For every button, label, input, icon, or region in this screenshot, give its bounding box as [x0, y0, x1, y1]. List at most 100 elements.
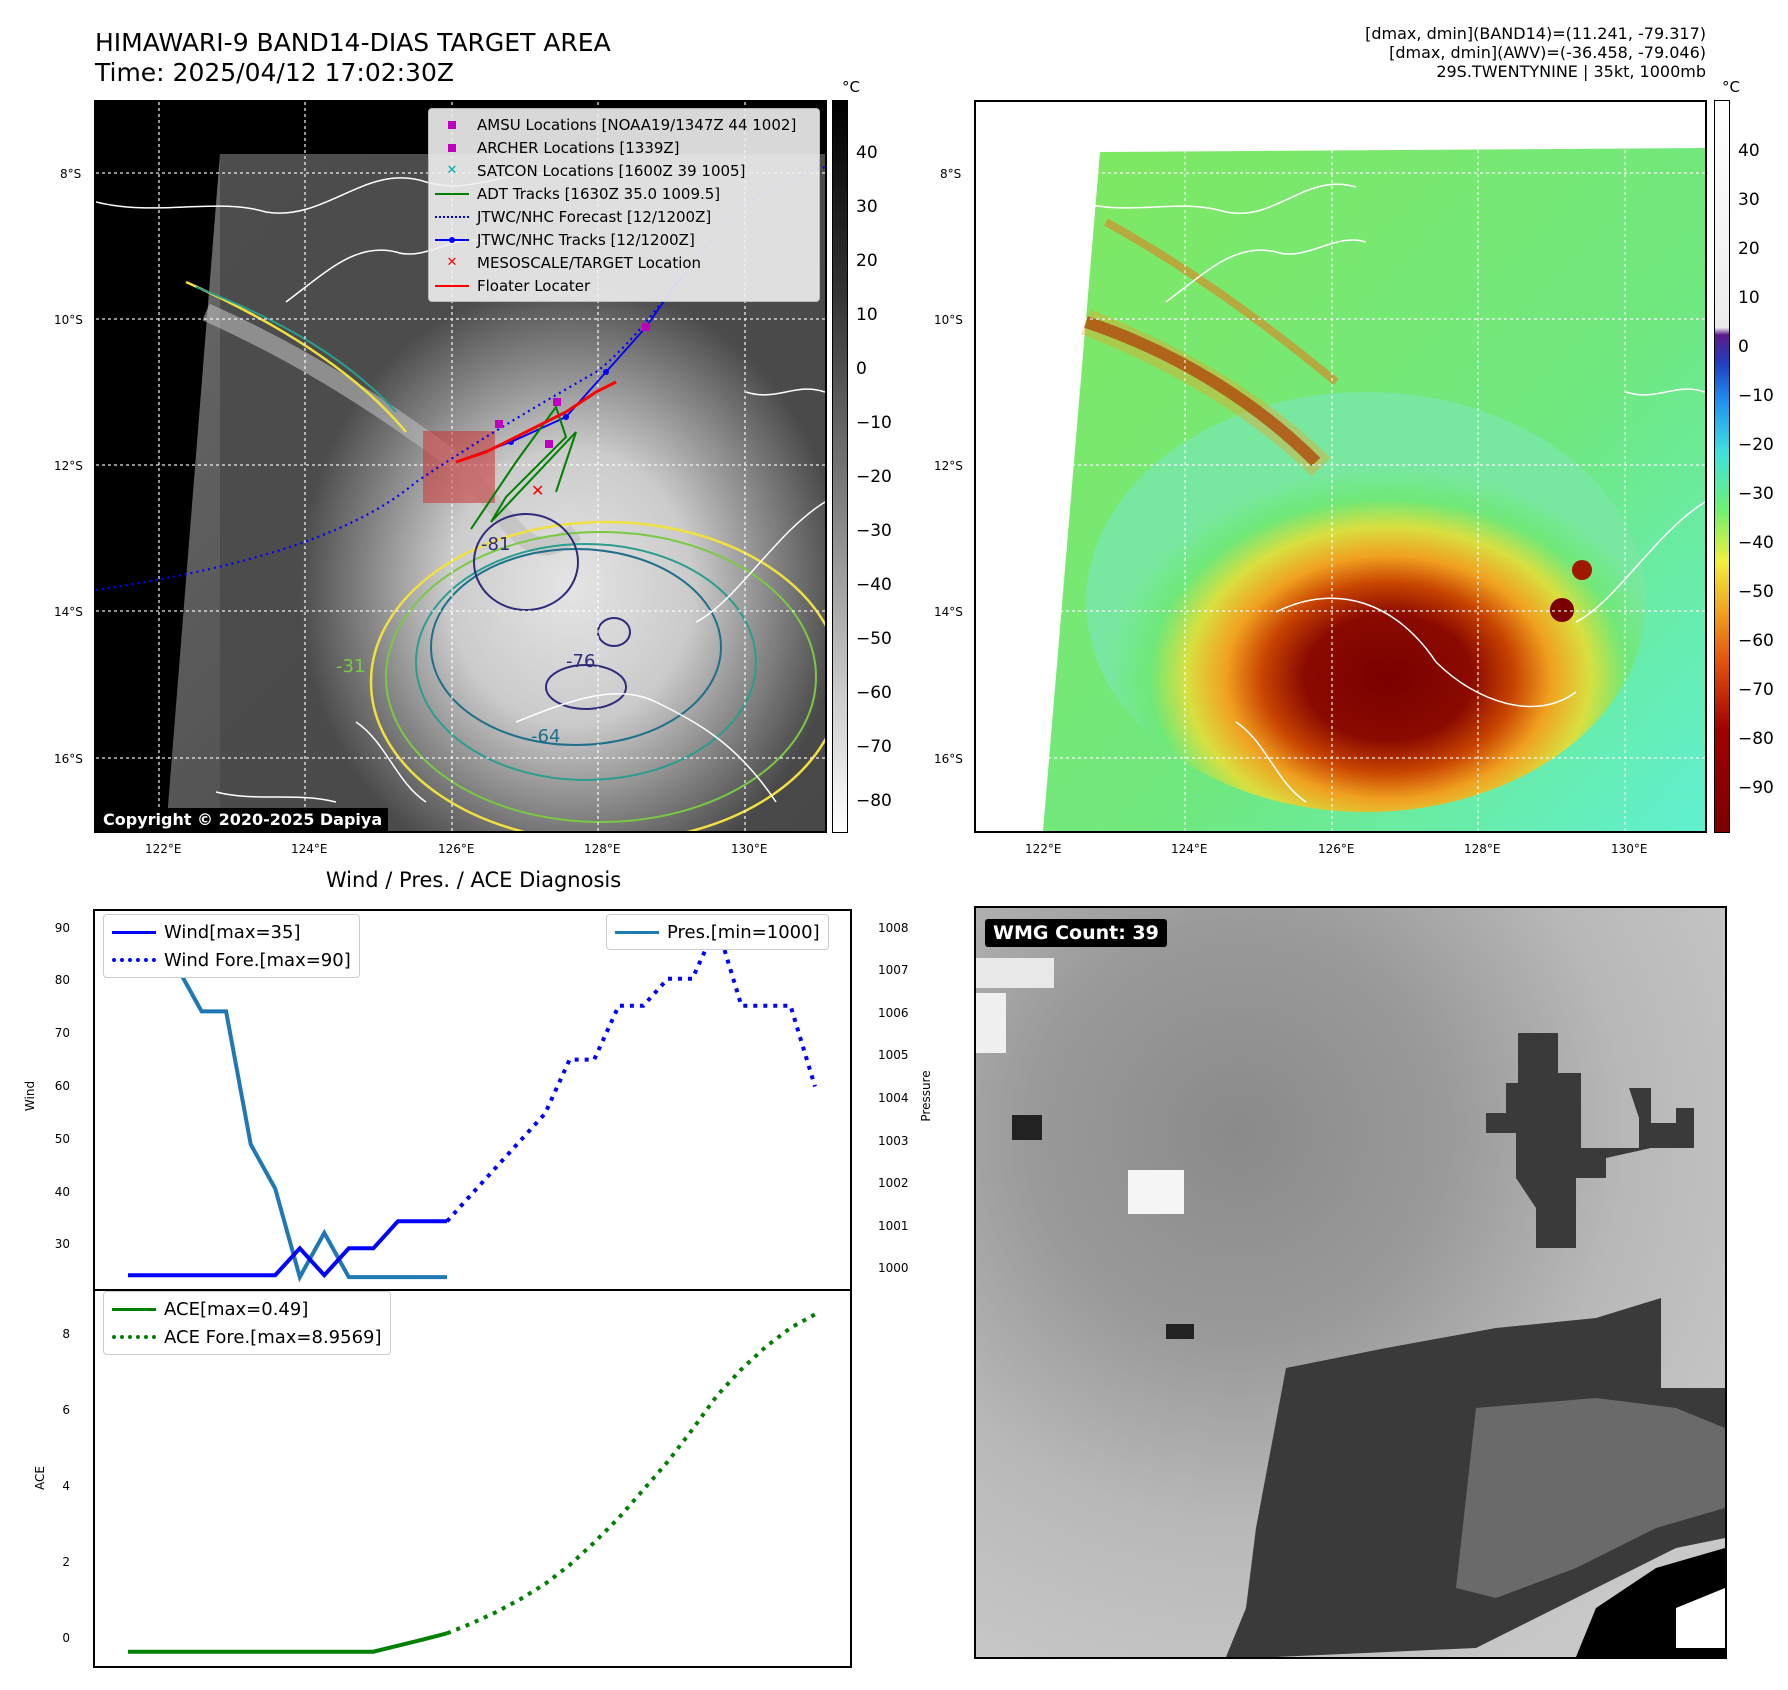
ace-series-group: [127, 1312, 816, 1654]
wind-tick: 70: [55, 1026, 70, 1040]
legend-item-satcon: ✕ SATCON Locations [1600Z 39 1005]: [446, 161, 746, 180]
cbar-tick: −40: [1738, 533, 1774, 553]
legend-wind: Wind[max=35]: [112, 918, 351, 946]
cbar-tick: −10: [856, 413, 892, 433]
contour-label: -81: [481, 534, 510, 555]
legend-ace: ACE[max=0.49]: [112, 1295, 382, 1323]
legend-item-target: ✕ MESOSCALE/TARGET Location: [446, 253, 702, 272]
lon-tick: 124°E: [1171, 842, 1208, 856]
wind-tick: 30: [55, 1237, 70, 1251]
archer-marker: [495, 420, 503, 428]
wmg-panel: [974, 906, 1727, 1659]
pres-tick: 1001: [878, 1219, 909, 1233]
contour-core-1: [473, 513, 579, 611]
lat-tick: 12°S: [934, 459, 963, 473]
track-legend: AMSU Locations [NOAA19/1347Z 44 1002] AR…: [428, 108, 820, 302]
pres-tick: 1003: [878, 1134, 909, 1148]
ace-tick: 0: [62, 1631, 70, 1645]
lon-tick: 124°E: [291, 842, 328, 856]
diagnosis-title: Wind / Pres. / ACE Diagnosis: [325, 868, 622, 892]
cbar-tick: 30: [856, 197, 878, 217]
contour-teal: [415, 543, 757, 781]
pres-tick: 1000: [878, 1261, 909, 1275]
contour-label: -64: [531, 726, 560, 747]
stats-band14: [dmax, dmin](BAND14)=(11.241, -79.317): [1365, 24, 1706, 43]
adt-track: [470, 404, 577, 530]
pres-legend: Pres.[min=1000]: [606, 914, 829, 950]
amsu-marker-2: [545, 440, 553, 448]
awv-band-upper: [1104, 218, 1339, 386]
wmg-bright-patch: [1128, 1170, 1184, 1214]
ace-ylabel: ACE: [33, 1466, 47, 1490]
color-colorbar-unit: °C: [1722, 78, 1740, 96]
gray-colorbar-unit: °C: [842, 78, 860, 96]
cbar-tick: −60: [1738, 631, 1774, 651]
contour-label: -31: [336, 656, 365, 677]
ir-map-panel: ✕ -81 -31 -76 -64 AMSU Locations [NOAA19…: [94, 100, 827, 833]
wind-ylabel: Wind: [23, 1081, 37, 1111]
ace-tick: 4: [62, 1479, 70, 1493]
cbar-tick: 10: [1738, 288, 1760, 308]
legend-wind-fore: Wind Fore.[max=90]: [112, 946, 351, 974]
awv-cell: [1550, 598, 1574, 622]
cbar-tick: −30: [1738, 484, 1774, 504]
cbar-tick: −70: [1738, 680, 1774, 700]
wind-tick: 90: [55, 921, 70, 935]
pres-tick: 1004: [878, 1091, 909, 1105]
cbar-tick: 40: [1738, 141, 1760, 161]
amsu-marker-1: [553, 398, 561, 406]
pres-ylabel: Pressure: [919, 1070, 933, 1121]
cbar-tick: −50: [1738, 582, 1774, 602]
cbar-tick: 0: [1738, 337, 1749, 357]
wind-tick: 60: [55, 1079, 70, 1093]
legend-pres: Pres.[min=1000]: [615, 918, 820, 946]
cbar-tick: −40: [856, 575, 892, 595]
wmg-dark-patch: [1166, 1324, 1194, 1339]
legend-item-floater: Floater Locater: [435, 274, 813, 297]
cbar-tick: −70: [856, 737, 892, 757]
awv-map-panel: [974, 100, 1707, 833]
pres-tick: 1008: [878, 921, 909, 935]
cbar-tick: −10: [1738, 386, 1774, 406]
legend-item-jtwc: JTWC/NHC Tracks [12/1200Z]: [435, 228, 813, 251]
lon-tick: 122°E: [1025, 842, 1062, 856]
wmg-cluster-1: [1486, 1033, 1694, 1248]
wind-forecast-line: [445, 919, 817, 1223]
pres-tick: 1006: [878, 1006, 909, 1020]
cbar-tick: 10: [856, 305, 878, 325]
wind-line: [128, 1219, 447, 1279]
target-marker: ✕: [531, 481, 544, 500]
color-colorbar: [1714, 100, 1730, 833]
cbar-tick: −60: [856, 683, 892, 703]
ace-ticks: 8 6 4 2 0: [62, 1327, 70, 1645]
cbar-tick: −90: [1738, 778, 1774, 798]
lon-tick: 126°E: [1318, 842, 1355, 856]
title-text: HIMAWARI-9 BAND14-DIAS TARGET AREA: [95, 28, 611, 57]
cbar-tick: −80: [1738, 729, 1774, 749]
contour-labels: -81 -31 -76 -64: [336, 534, 595, 747]
legend-item-amsu: AMSU Locations [NOAA19/1347Z 44 1002]: [435, 113, 813, 136]
legend-item-archer: ARCHER Locations [1339Z]: [435, 136, 813, 159]
pres-tick: 1005: [878, 1048, 909, 1062]
cbar-tick: 20: [1738, 239, 1760, 259]
awv-cell: [1572, 560, 1592, 580]
copyright-label: Copyright © 2020-2025 Dapiya: [97, 808, 389, 831]
floater-locater-line: [455, 380, 617, 464]
lon-tick: 130°E: [731, 842, 768, 856]
wind-tick: 40: [55, 1185, 70, 1199]
pres-tick: 1002: [878, 1176, 909, 1190]
ace-line: [128, 1631, 448, 1654]
diagnosis-chart: 90 80 70 60 50 40 30 1008 1007 1006 1005…: [23, 909, 933, 1668]
ace-tick: 6: [62, 1403, 70, 1417]
ace-tick: 2: [62, 1555, 70, 1569]
wind-legend: Wind[max=35] Wind Fore.[max=90]: [103, 914, 360, 978]
lat-tick: 12°S: [54, 459, 83, 473]
gray-colorbar: [832, 100, 848, 833]
ace-legend: ACE[max=0.49] ACE Fore.[max=8.9569]: [103, 1291, 391, 1355]
awv-gridlines: [976, 102, 1705, 831]
cbar-tick: 0: [856, 359, 867, 379]
contour-label: -76: [566, 651, 595, 672]
awv-band-orange: [1081, 309, 1331, 477]
contour-band-yellow: [185, 280, 407, 433]
awv-coastlines: [1075, 183, 1705, 803]
